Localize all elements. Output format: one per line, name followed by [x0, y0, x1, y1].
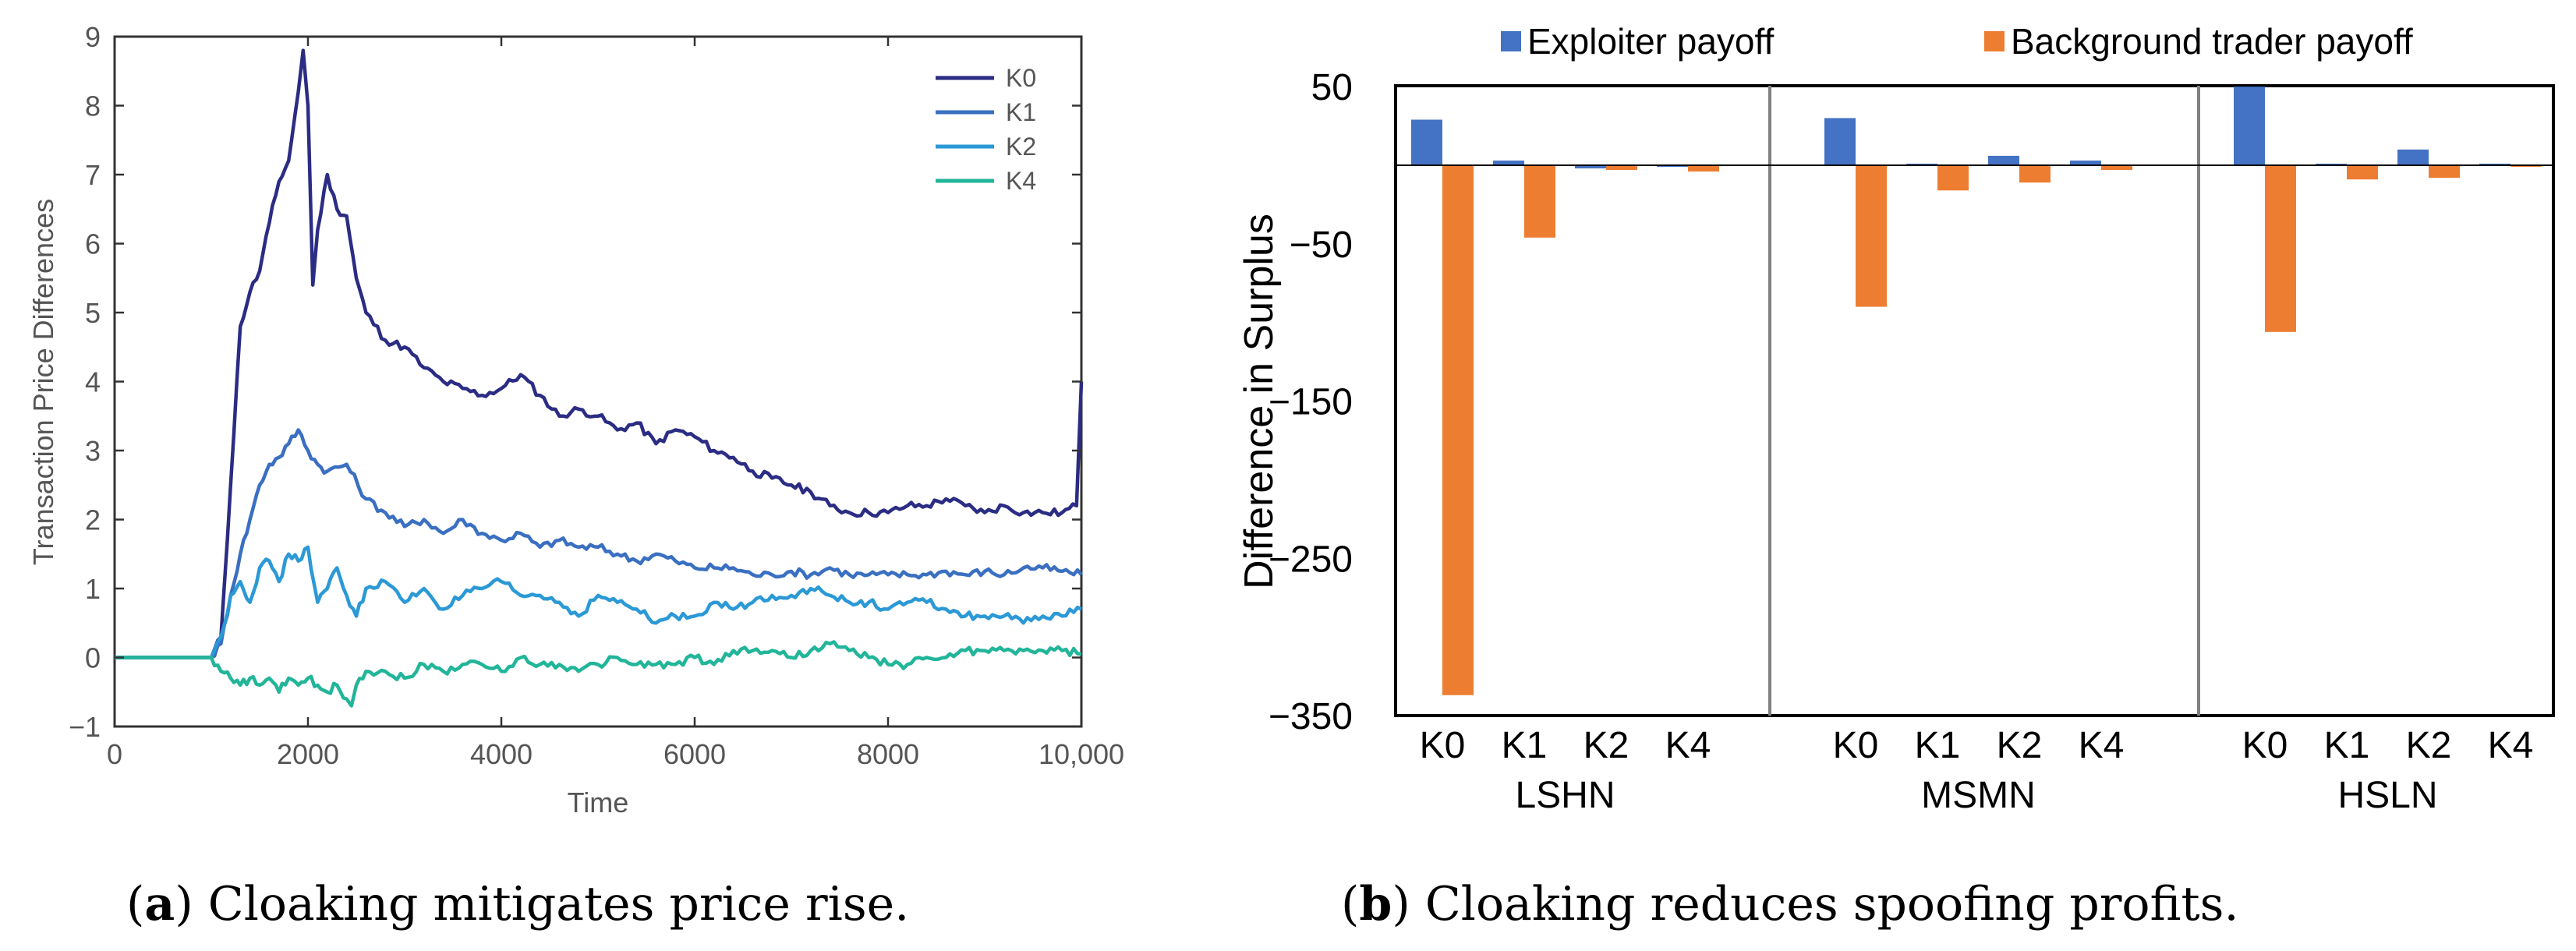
x-tick-label-lshn-k2: K2	[1583, 725, 1629, 766]
legend-swatch-background	[1984, 31, 2005, 51]
left-y-tick-label: 1	[85, 573, 101, 605]
right-y-tick-label: −250	[1269, 539, 1353, 580]
bar-lshn-k2-background	[1606, 165, 1637, 171]
left-x-axis-label: Time	[568, 787, 629, 818]
legend-label-k1: K1	[1006, 98, 1036, 126]
left-x-tick-label: 2000	[277, 738, 339, 770]
group-label-msmn: MSMN	[1921, 775, 2036, 816]
x-tick-label-hsln-k0: K0	[2242, 725, 2288, 766]
bar-lshn-k1-background	[1524, 165, 1555, 238]
bar-hsln-k1-exploiter	[2316, 163, 2347, 165]
left-series-group	[115, 48, 1084, 708]
bar-msmn-k1-exploiter	[1906, 163, 1937, 165]
right-y-tick-label: −350	[1269, 696, 1353, 737]
left-y-tick-label: 9	[85, 21, 101, 53]
left-y-tick-label: 4	[85, 366, 101, 398]
bar-msmn-k1-background	[1937, 165, 1969, 191]
line-series-k0	[115, 48, 1084, 659]
bar-hsln-k0-exploiter	[2234, 87, 2265, 165]
legend-swatch-exploiter	[1501, 31, 1521, 51]
right-y-axis-label: Difference in Surplus	[1237, 214, 1282, 589]
bar-hsln-k1-background	[2347, 165, 2378, 180]
left-x-tick-label: 6000	[663, 738, 726, 770]
legend-label-k0: K0	[1006, 64, 1036, 92]
bar-msmn-k0-exploiter	[1824, 118, 1856, 165]
left-x-ticks: 0 2000 4000 6000 8000 10,000	[107, 37, 1124, 770]
left-legend: K0 K1 K2 K4	[936, 64, 1036, 195]
right-y-tick-label: −150	[1269, 382, 1353, 423]
caption-b-open: (	[1341, 877, 1359, 932]
caption-b: (b) Cloaking reduces spoofing profits.	[1341, 877, 2239, 932]
left-y-tick-label: 7	[85, 159, 101, 191]
x-tick-label-hsln-k1: K1	[2324, 725, 2370, 766]
bar-msmn-k0-background	[1856, 165, 1887, 307]
x-tick-label-hsln-k2: K2	[2406, 725, 2452, 766]
left-y-ticks: −1 0 1 2 3 4 5 6 7 8 9	[69, 21, 1081, 743]
right-bars-group	[1411, 87, 2542, 695]
right-y-tick-label: 50	[1311, 67, 1353, 108]
x-tick-label-msmn-k0: K0	[1833, 725, 1879, 766]
bar-msmn-k4-background	[2101, 165, 2132, 171]
bar-hsln-k2-exploiter	[2397, 149, 2429, 165]
left-y-tick-label: 0	[85, 642, 101, 674]
right-x-ticks: K0 K1 K2 K4 K0 K1 K2 K4 K0 K1 K2 K4	[1420, 725, 2534, 766]
caption-a-text: ) Cloaking mitigates price rise.	[175, 877, 909, 932]
x-tick-label-msmn-k4: K4	[2079, 725, 2125, 766]
left-y-tick-label: 2	[85, 504, 101, 536]
left-x-tick-label: 4000	[470, 738, 533, 770]
bar-lshn-k0-background	[1442, 165, 1474, 695]
left-y-tick-label: 8	[85, 90, 101, 122]
x-tick-label-lshn-k4: K4	[1665, 725, 1711, 766]
left-x-tick-label: 0	[107, 738, 122, 770]
left-plot-frame	[113, 35, 1083, 728]
right-legend: Exploiter payoff Background trader payoff	[1501, 21, 2413, 62]
x-tick-label-msmn-k1: K1	[1915, 725, 1961, 766]
legend-label-exploiter: Exploiter payoff	[1527, 21, 1774, 62]
line-series-k2	[115, 545, 1082, 659]
bar-lshn-k4-background	[1688, 165, 1719, 172]
left-y-tick-label: −1	[69, 711, 101, 743]
bar-lshn-k4-exploiter	[1657, 165, 1688, 168]
group-label-lshn: LSHN	[1515, 775, 1615, 816]
bar-hsln-k2-background	[2429, 165, 2460, 179]
legend-label-k2: K2	[1006, 133, 1036, 161]
caption-a-label: a	[144, 877, 175, 932]
legend-label-k4: K4	[1006, 167, 1036, 195]
bar-lshn-k1-exploiter	[1493, 160, 1524, 165]
left-y-axis-label: Transaction Price Differences	[27, 199, 59, 565]
left-y-tick-label: 5	[85, 297, 101, 329]
left-y-tick-label: 6	[85, 228, 101, 260]
bar-lshn-k2-exploiter	[1575, 165, 1606, 169]
caption-a: (a) Cloaking mitigates price rise.	[126, 877, 909, 932]
left-x-tick-label: 10,000	[1039, 738, 1124, 770]
x-tick-label-msmn-k2: K2	[1997, 725, 2043, 766]
right-y-ticks: 50 −50 −150 −250 −350	[1269, 67, 1353, 737]
line-series-k4	[115, 640, 1082, 708]
bar-msmn-k2-background	[2019, 165, 2051, 183]
bar-msmn-k4-exploiter	[2070, 160, 2101, 165]
surplus-bar-chart: 50 −50 −150 −250 −350 K0 K1 K2 K4 K0 K1 K2 K4 K0 K1 K2…	[1237, 21, 2555, 816]
x-tick-label-lshn-k1: K1	[1502, 725, 1548, 766]
caption-a-open: (	[126, 877, 144, 932]
x-tick-label-hsln-k4: K4	[2488, 725, 2534, 766]
bar-hsln-k0-background	[2265, 165, 2296, 332]
group-label-hsln: HSLN	[2337, 775, 2437, 816]
right-plot-frame	[1394, 84, 2555, 717]
bar-msmn-k2-exploiter	[1988, 155, 2019, 165]
bar-hsln-k4-exploiter	[2479, 163, 2511, 165]
caption-b-label: b	[1359, 877, 1392, 932]
left-y-tick-label: 3	[85, 435, 101, 467]
right-group-labels: LSHN MSMN HSLN	[1515, 775, 2437, 816]
caption-b-text: ) Cloaking reduces spoofing profits.	[1392, 877, 2238, 932]
left-x-tick-label: 8000	[857, 738, 919, 770]
line-series-k1	[115, 428, 1083, 659]
bar-hsln-k4-background	[2511, 165, 2542, 168]
x-tick-label-lshn-k0: K0	[1420, 725, 1466, 766]
legend-label-background: Background trader payoff	[2011, 21, 2413, 62]
bar-lshn-k0-exploiter	[1411, 119, 1442, 165]
right-y-tick-label: −50	[1290, 224, 1353, 266]
